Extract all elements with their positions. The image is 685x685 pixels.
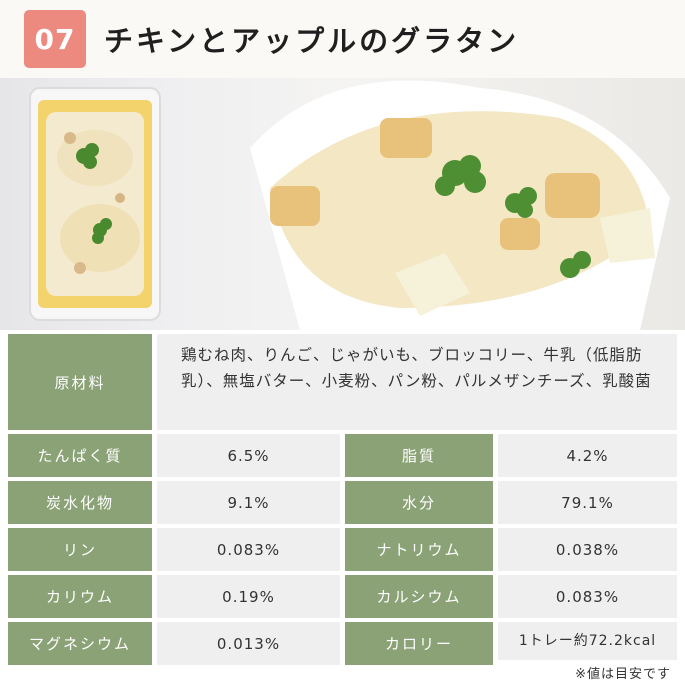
food-photo <box>0 78 685 330</box>
row-4-value-2: 0.083% <box>498 575 677 618</box>
row-4-label: カリウム <box>8 575 152 618</box>
row-4-label-2: カルシウム <box>345 575 493 618</box>
row-2-value-2: 79.1% <box>498 481 677 524</box>
gratin-illustration <box>29 80 670 330</box>
row-3-label: リン <box>8 528 152 571</box>
row-1-label: たんぱく質 <box>8 434 152 477</box>
recipe-title: チキンとアップルのグラタン <box>104 24 520 58</box>
recipe-number-badge: 07 <box>24 10 86 68</box>
row-1-label-2: 脂質 <box>345 434 493 477</box>
row-5-label-2: カロリー <box>345 622 493 665</box>
row-5-value-2: 1トレー約72.2kcal <box>498 622 677 660</box>
row-1-value: 6.5% <box>157 434 340 477</box>
row-5-label: マグネシウム <box>8 622 152 665</box>
ingredients-label: 原材料 <box>8 334 152 430</box>
header: 07 チキンとアップルのグラタン <box>0 0 685 78</box>
row-5-value: 0.013% <box>157 622 340 665</box>
row-3-value: 0.083% <box>157 528 340 571</box>
row-2-value: 9.1% <box>157 481 340 524</box>
row-4-value: 0.19% <box>157 575 340 618</box>
row-2-label: 炭水化物 <box>8 481 152 524</box>
ingredients-value: 鶏むね肉、りんご、じゃがいも、ブロッコリー、牛乳（低脂肪乳）、無塩バター、小麦粉… <box>157 334 677 430</box>
footnote: ※値は目安です <box>575 667 671 682</box>
row-2-label-2: 水分 <box>345 481 493 524</box>
row-3-value-2: 0.038% <box>498 528 677 571</box>
row-1-value-2: 4.2% <box>498 434 677 477</box>
row-3-label-2: ナトリウム <box>345 528 493 571</box>
